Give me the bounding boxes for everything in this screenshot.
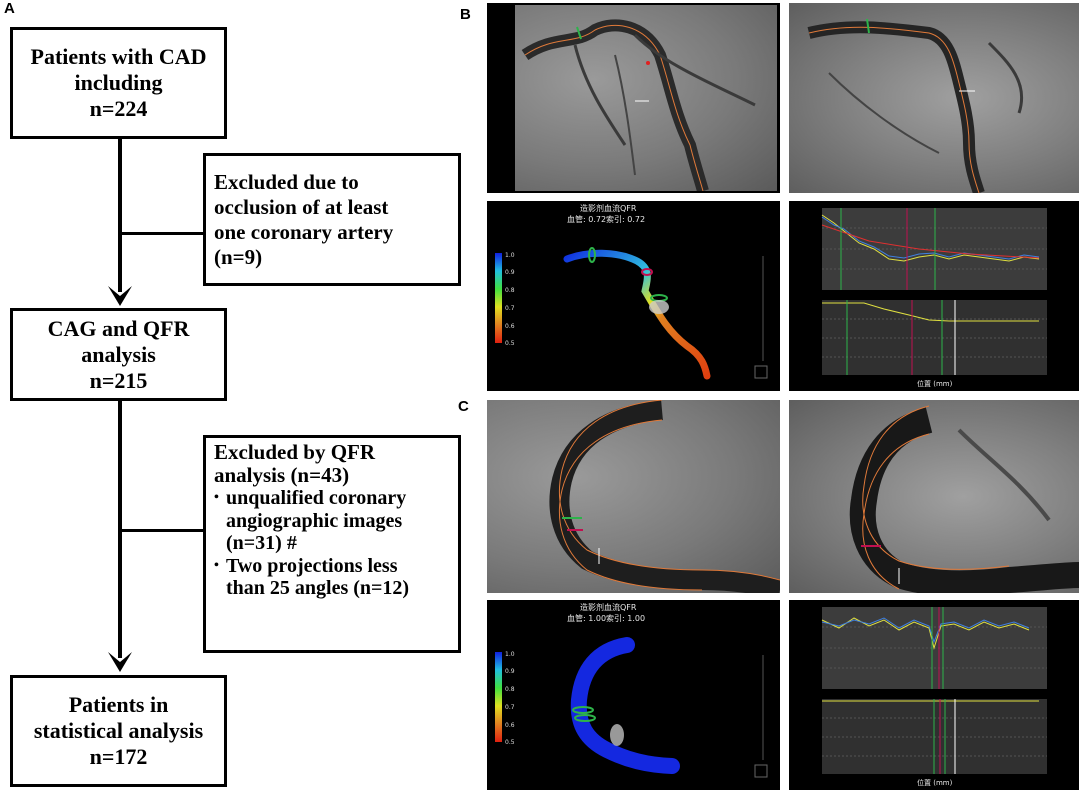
box-text: Patients with CAD: [30, 44, 207, 69]
box-text: analysis: [81, 341, 156, 367]
box-text: one coronary artery: [214, 219, 394, 244]
box-text: than 25 angles (n=12): [226, 577, 410, 599]
angiogram-image: [487, 3, 780, 193]
qfr-title: 造影剂血流QFR: [580, 204, 637, 213]
box-text: Two projections less: [226, 554, 398, 577]
diameter-qfr-graphs: 位置 (mm): [789, 201, 1079, 391]
angiogram-image: [789, 3, 1079, 193]
color-scale-tick: 0.5: [505, 739, 515, 746]
angiogram-image: [487, 400, 780, 593]
flow-branch-2: [120, 529, 203, 532]
box-text: analysis (n=43): [214, 463, 350, 487]
qfr-title: 造影剂血流QFR: [580, 603, 637, 612]
color-scale-tick: 0.7: [505, 704, 515, 711]
box-text: including: [74, 70, 163, 95]
box-text: unqualified coronary: [226, 487, 407, 509]
box-text: n=215: [89, 367, 148, 393]
x-axis-label: 位置 (mm): [917, 779, 953, 787]
box-cag-qfr: CAG and QFR analysis n=215: [10, 308, 227, 401]
color-scale-bar: [495, 652, 502, 742]
panel-label-c: C: [458, 398, 469, 415]
color-scale-tick: 0.5: [505, 340, 515, 347]
box-text: Excluded by QFR: [214, 440, 376, 464]
color-scale-tick: 0.7: [505, 305, 515, 312]
color-scale-tick: 1.0: [505, 651, 515, 658]
bullet-icon: •: [214, 490, 219, 505]
box-patients-cad: Patients with CAD including n=224: [10, 27, 227, 139]
panel-label-b: B: [460, 6, 471, 23]
flow-branch-1: [120, 232, 203, 235]
color-scale-tick: 0.8: [505, 287, 515, 294]
angiogram-image: [789, 400, 1079, 593]
qfr-3d-view: 造影剂血流QFR 血管: 0.72索引: 0.72 1.0 0.9 0.8 0.…: [487, 201, 780, 391]
box-text: angiographic images: [226, 509, 403, 532]
panel-label-a: A: [4, 0, 15, 17]
arrow-down-icon: [108, 286, 132, 306]
box-text: Excluded due to: [214, 169, 359, 194]
box-text: statistical analysis: [33, 718, 204, 743]
box-text: CAG and QFR: [47, 315, 190, 341]
color-scale-tick: 0.8: [505, 686, 515, 693]
box-excluded-occlusion: Excluded due to occlusion of at least on…: [203, 153, 461, 286]
color-scale-bar: [495, 253, 502, 343]
bullet-icon: •: [214, 557, 219, 573]
diameter-qfr-graphs: 位置 (mm): [789, 600, 1079, 790]
bullet-item: • Two projections less: [214, 555, 452, 578]
box-text: n=224: [89, 96, 148, 121]
color-scale-tick: 0.9: [505, 269, 515, 276]
color-scale-tick: 0.6: [505, 323, 515, 330]
color-scale-tick: 1.0: [505, 252, 515, 259]
box-excluded-qfr: Excluded by QFR analysis (n=43) • unquali…: [203, 435, 461, 653]
color-scale-tick: 0.9: [505, 668, 515, 675]
color-scale-tick: 0.6: [505, 722, 515, 729]
flow-trunk-1: [118, 139, 122, 292]
box-text: occlusion of at least: [214, 194, 389, 219]
qfr-3d-view: 造影剂血流QFR 血管: 1.00索引: 1.00 1.0 0.9 0.8 0.…: [487, 600, 780, 790]
bullet-item: • unqualified coronary: [214, 487, 452, 510]
box-patients-statistical: Patients in statistical analysis n=172: [10, 675, 227, 787]
box-text: (n=9): [214, 244, 263, 269]
box-text: (n=31) #: [226, 532, 297, 554]
box-text: Patients in: [68, 692, 169, 717]
x-axis-label: 位置 (mm): [917, 380, 953, 388]
arrow-down-icon: [108, 652, 132, 672]
qfr-values: 血管: 1.00索引: 1.00: [567, 614, 646, 623]
box-text: n=172: [89, 744, 148, 769]
qfr-values: 血管: 0.72索引: 0.72: [567, 215, 646, 224]
